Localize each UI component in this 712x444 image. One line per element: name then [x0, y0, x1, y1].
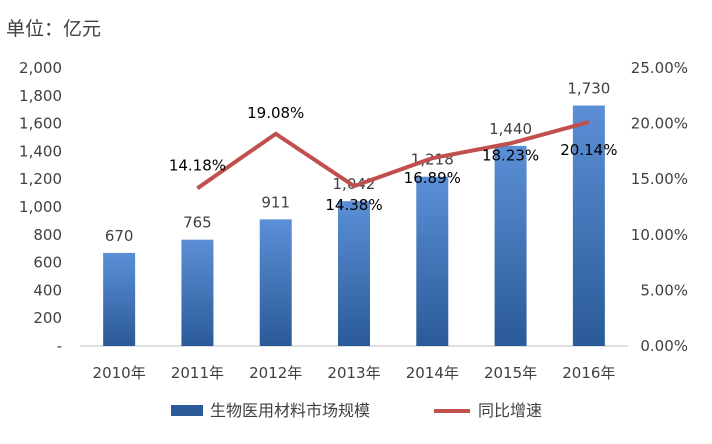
line-data-label: 19.08% — [247, 104, 304, 122]
legend-swatch-bar — [171, 405, 203, 416]
unit-label: 单位：亿元 — [6, 18, 102, 40]
x-tick-label: 2013年 — [327, 364, 380, 382]
x-tick-label: 2015年 — [484, 364, 537, 382]
bar-data-label: 670 — [105, 227, 134, 245]
line-series — [196, 120, 590, 190]
left-y-tick-label: 800 — [33, 226, 62, 244]
bar — [259, 219, 292, 346]
left-y-tick-label: 1,000 — [19, 198, 62, 216]
left-y-tick-label: 400 — [33, 281, 62, 299]
left-y-tick-label: 1,600 — [19, 115, 62, 133]
right-y-tick-label: 5.00% — [640, 281, 688, 299]
line-data-label: 14.18% — [169, 156, 226, 174]
bar — [572, 105, 605, 346]
right-y-tick-label: 25.00% — [631, 59, 688, 77]
bar-data-label: 1,730 — [567, 80, 610, 98]
line-data-label: 20.14% — [560, 141, 617, 159]
bar-data-label: 911 — [261, 193, 290, 211]
left-y-tick-label: 200 — [33, 309, 62, 327]
legend: 生物医用材料市场规模 同比增速 — [171, 401, 542, 420]
left-y-tick-label: 1,200 — [19, 170, 62, 188]
bar-series — [103, 105, 605, 346]
left-y-tick-label: 2,000 — [19, 59, 62, 77]
legend-label-line: 同比增速 — [478, 401, 542, 420]
left-y-tick-label: - — [57, 337, 62, 355]
bar — [416, 176, 449, 346]
left-y-tick-label: 600 — [33, 254, 62, 272]
line-data-labels: 14.18% 19.08% 14.38% 16.89% 18.23% 20.14% — [169, 104, 618, 214]
bar — [103, 252, 136, 346]
left-y-tick-label: 1,800 — [19, 87, 62, 105]
right-y-tick-label: 10.00% — [631, 226, 688, 244]
bar-data-label: 765 — [183, 214, 212, 232]
legend-label-bar: 生物医用材料市场规模 — [210, 401, 370, 420]
bar — [494, 145, 527, 346]
x-tick-label: 2010年 — [93, 364, 146, 382]
x-tick-label: 2011年 — [171, 364, 224, 382]
bar-data-label: 1,440 — [489, 120, 532, 138]
line-data-label: 16.89% — [404, 169, 461, 187]
left-y-tick-label: 1,400 — [19, 142, 62, 160]
right-y-tick-label: 20.00% — [631, 115, 688, 133]
line-data-label: 18.23% — [482, 146, 539, 164]
x-tick-label: 2016年 — [562, 364, 615, 382]
x-axis-ticks: 2010年 2011年 2012年 2013年 2014年 2015年 2016年 — [93, 364, 616, 382]
bar — [338, 201, 370, 346]
right-y-tick-label: 0.00% — [640, 337, 688, 355]
right-y-tick-label: 15.00% — [631, 170, 688, 188]
bar — [181, 239, 214, 346]
right-y-axis: 0.00% 5.00% 10.00% 15.00% 20.00% 25.00% — [631, 59, 688, 355]
growth-rate-line — [196, 120, 590, 190]
x-tick-label: 2014年 — [406, 364, 459, 382]
x-tick-label: 2012年 — [249, 364, 302, 382]
left-y-axis: - 200 400 600 800 1,000 1,200 1,400 1,600 1,800 2,… — [19, 59, 62, 355]
line-data-label: 14.38% — [325, 196, 382, 214]
